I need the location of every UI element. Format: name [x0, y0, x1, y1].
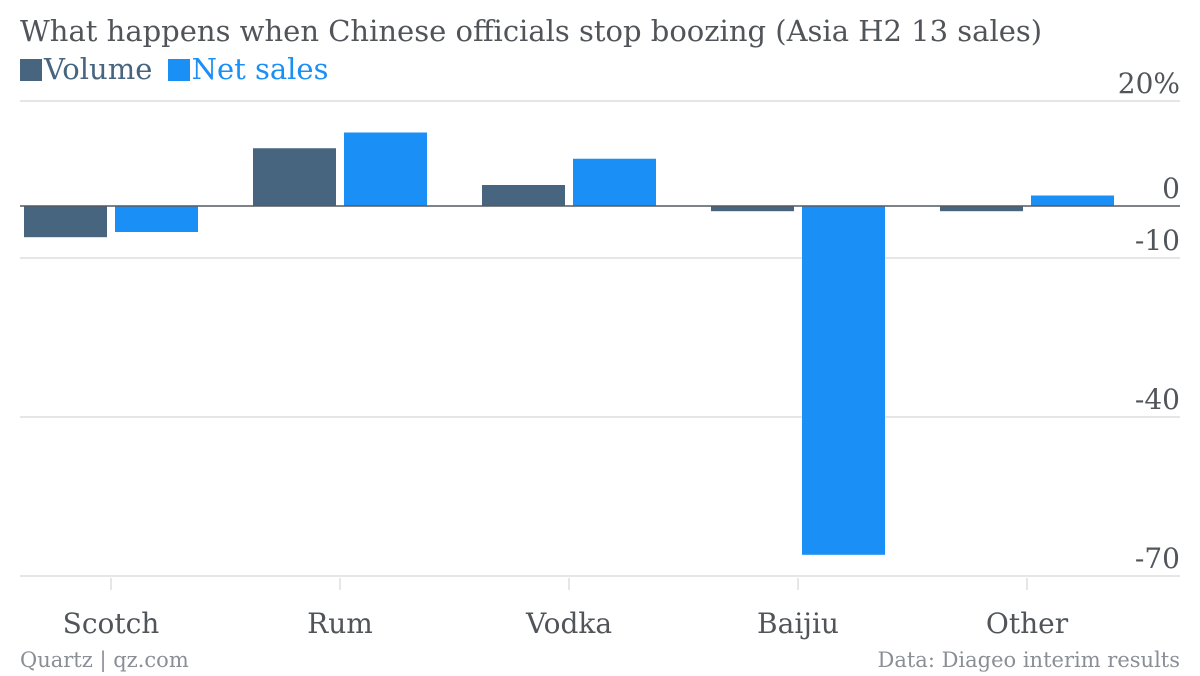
bar-net-sales-other	[1031, 195, 1114, 206]
y-tick-label: 0	[1162, 172, 1180, 205]
legend-label-volume: Volume	[44, 52, 153, 86]
y-tick-label: -10	[1135, 224, 1180, 257]
bar-volume-baijiu	[711, 206, 794, 212]
legend-label-net-sales: Net sales	[191, 52, 329, 86]
footer-source-left: Quartz | qz.com	[20, 648, 189, 672]
bar-volume-vodka	[482, 185, 565, 206]
y-tick-label: -40	[1135, 383, 1180, 416]
bar-volume-other	[940, 206, 1023, 212]
x-tick-label: Other	[986, 607, 1069, 640]
chart-title: What happens when Chinese officials stop…	[20, 14, 1043, 48]
legend: Volume Net sales	[20, 52, 334, 86]
bar-net-sales-scotch	[115, 206, 198, 232]
bar-net-sales-vodka	[573, 158, 656, 206]
x-tick-label: Scotch	[63, 607, 160, 640]
legend-swatch-volume	[20, 59, 42, 81]
bar-net-sales-rum	[344, 132, 427, 206]
x-tick-label: Rum	[307, 607, 373, 640]
x-tick-label: Baijiu	[757, 607, 839, 640]
y-tick-label: 20%	[1118, 67, 1180, 100]
legend-item-net-sales: Net sales	[167, 52, 329, 86]
y-tick-label: -70	[1135, 542, 1180, 575]
bar-net-sales-baijiu	[802, 206, 885, 555]
x-tick-label: Vodka	[525, 607, 612, 640]
footer-source-right: Data: Diageo interim results	[877, 648, 1180, 672]
legend-item-volume: Volume	[20, 52, 152, 86]
bar-volume-rum	[253, 148, 336, 206]
legend-swatch-net-sales	[167, 59, 190, 81]
bar-volume-scotch	[24, 206, 107, 238]
